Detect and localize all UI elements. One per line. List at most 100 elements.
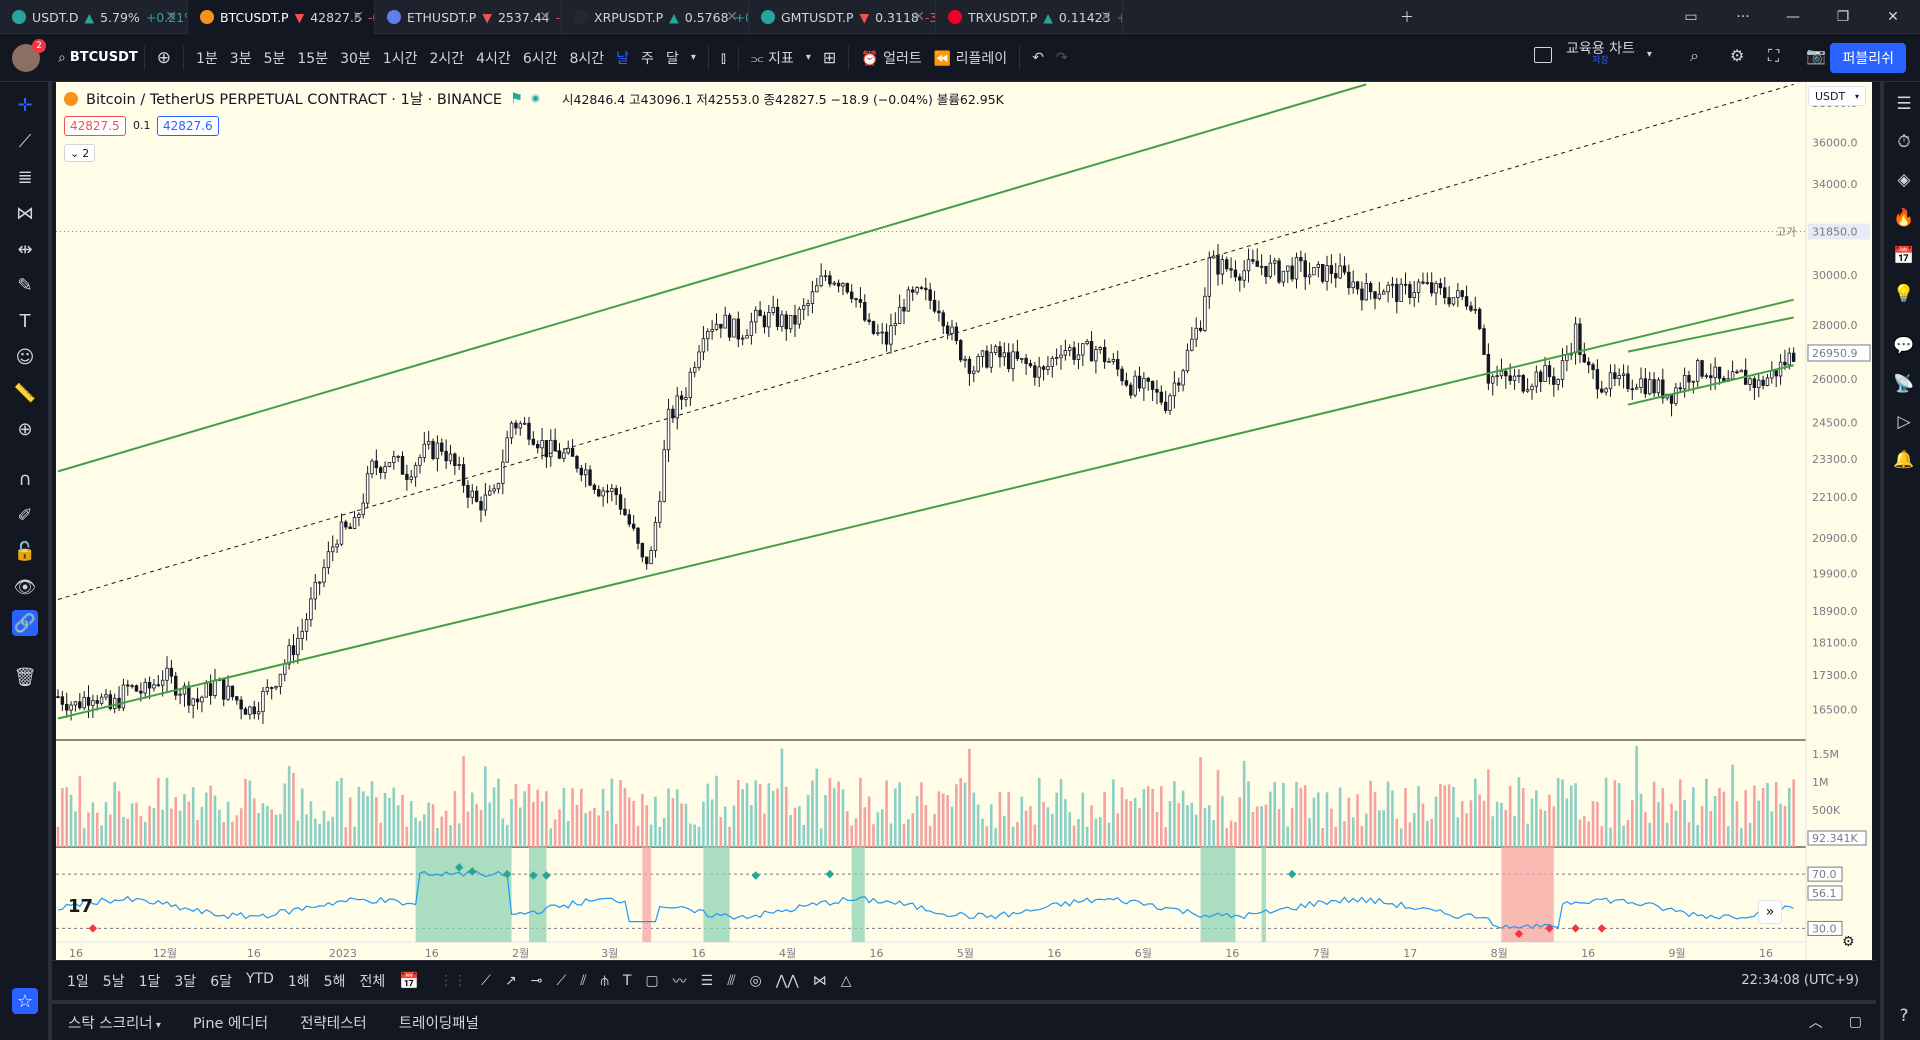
interval-11[interactable]: 주 [641, 50, 654, 67]
channel-lower-line[interactable] [57, 298, 1794, 720]
crosshair-icon[interactable]: ✛ [17, 94, 33, 116]
hotlist-fire-icon[interactable]: 🔥 [1893, 208, 1915, 228]
scroll-right-button[interactable]: » [1758, 900, 1782, 924]
templates-icon[interactable]: ⊞ [822, 48, 837, 67]
redo-icon[interactable]: ↷ [1055, 49, 1068, 66]
ideas-bulb-icon[interactable]: 💡 [1893, 284, 1915, 304]
prediction-icon[interactable]: ⇹ [17, 238, 33, 260]
undo-icon[interactable]: ↶ [1032, 49, 1044, 66]
interval-4[interactable]: 30분 [340, 50, 371, 67]
interval-6[interactable]: 2시간 [429, 50, 465, 67]
layout-selector[interactable]: 교육용 차트 저장 ▾ [1534, 41, 1652, 67]
calendar-icon[interactable]: 📅 [1893, 246, 1915, 266]
buy-price[interactable]: 42827.6 [157, 116, 219, 136]
interval-8[interactable]: 6시간 [522, 50, 558, 67]
close-icon[interactable]: ✕ [1100, 9, 1112, 25]
tab-xrpusdt-p[interactable]: XRPUSDT.P ▲ 0.5768 +0.3%✕ [562, 0, 749, 34]
fib-fan-icon[interactable]: ⫻ [727, 972, 736, 989]
trendline-icon[interactable]: ⟋ [18, 130, 32, 152]
close-icon[interactable]: ✕ [165, 9, 177, 25]
tab-btcusdt-p[interactable]: BTCUSDT.P ▼ 42827.5 -0.04%✕ [188, 0, 375, 34]
path-icon[interactable]: 〰 [672, 973, 687, 990]
publish-button[interactable]: 퍼블리쉬 [1830, 43, 1906, 73]
rectangle-icon[interactable]: ▢ [645, 972, 659, 989]
parallel-channel[interactable] [57, 83, 1794, 720]
replay-button[interactable]: ⏪ 리플레이 [928, 48, 1013, 68]
chart-settings-icon[interactable]: ⚙ [1842, 934, 1855, 950]
chat-icon[interactable]: 💬 [1893, 336, 1915, 356]
close-window-button[interactable]: ✕ [1887, 9, 1899, 25]
channel-mid-line[interactable] [57, 83, 1794, 600]
trash-icon[interactable]: 🗑 [13, 666, 37, 688]
camera-icon[interactable]: 📷 [1806, 46, 1826, 65]
currency-selector[interactable]: USDT ▾ [1808, 86, 1866, 106]
range-2[interactable]: 1달 [138, 973, 161, 990]
candle-type-icon[interactable]: ⫾ [720, 47, 726, 67]
tab-usdt-d[interactable]: USDT.D ▲ 5.79% +0.21%✕ [0, 0, 188, 34]
fib-retracement-icon[interactable]: ☰ [700, 972, 714, 989]
circle-icon[interactable]: ◎ [749, 972, 762, 989]
symbol-search[interactable]: ⌕ BTCUSDT [58, 50, 138, 66]
favorites-star-icon[interactable]: ☆ [12, 988, 38, 1014]
range-7[interactable]: 5해 [323, 973, 346, 990]
ruler-icon[interactable]: 📏 [13, 382, 37, 404]
elliott-wave-icon[interactable]: ⋀⋀ [775, 972, 799, 989]
quick-search-icon[interactable]: ⌕ [1690, 46, 1699, 65]
notifications-bell-icon[interactable]: 🔔 [1893, 450, 1915, 470]
interval-7[interactable]: 4시간 [476, 50, 511, 67]
tab-gmtusdt-p[interactable]: GMTUSDT.P ▼ 0.3118 -3.2%✕ [749, 0, 936, 34]
indicators-button[interactable]: ⫗ 지표 [745, 48, 800, 68]
avatar[interactable]: 2 [12, 38, 46, 72]
channel-upper-line[interactable] [57, 83, 1367, 473]
range-4[interactable]: 6달 [210, 973, 232, 990]
chevron-down-icon[interactable]: ▾ [690, 52, 696, 63]
range-5[interactable]: YTD [245, 970, 274, 987]
streams-icon[interactable]: 📡 [1893, 374, 1915, 394]
collapse-indicators-button[interactable]: ⌄ 2 [64, 144, 96, 162]
brush-icon[interactable]: ✎ [17, 274, 33, 296]
emoji-icon[interactable]: ☺ [15, 346, 35, 368]
extended-line-icon[interactable]: ⟋ [556, 972, 567, 989]
range-8[interactable]: 전체 [359, 973, 386, 990]
clock-timezone[interactable]: 22:34:08 (UTC+9) [1741, 973, 1859, 988]
triangle-icon[interactable]: △ [840, 972, 852, 989]
sync-drawings-icon[interactable]: 🔗 [12, 610, 38, 636]
lock-pencil-icon[interactable]: ✐ [17, 504, 33, 526]
eye-icon[interactable]: 👁 [13, 576, 37, 598]
close-icon[interactable]: ✕ [352, 9, 364, 25]
tab-trxusdt-p[interactable]: TRXUSDT.P ▲ 0.11423 +0.5% ✕ [936, 0, 1123, 34]
chevron-up-icon[interactable]: ︿ [1808, 1015, 1823, 1031]
interval-1[interactable]: 3분 [229, 50, 252, 67]
interval-9[interactable]: 8시간 [569, 50, 605, 67]
close-icon[interactable]: ✕ [913, 9, 925, 25]
close-icon[interactable]: ✕ [539, 9, 551, 25]
flag-icon[interactable]: ⚑ [510, 90, 524, 107]
parallel-channel-icon[interactable]: ⫽ [580, 972, 587, 989]
monitor-icon[interactable]: ▭ [1684, 9, 1698, 25]
sell-price[interactable]: 42827.5 [64, 116, 126, 136]
drag-handle-icon[interactable]: ⋮⋮ [439, 972, 468, 989]
channel-lower-line[interactable] [1627, 364, 1794, 406]
chart-area[interactable]: 38000.036000.034000.032000.030000.028000… [56, 82, 1872, 960]
settings-gear-icon[interactable]: ⚙ [1730, 46, 1745, 65]
play-icon[interactable]: ▷ [1897, 412, 1911, 432]
layers-icon[interactable]: ◈ [1897, 170, 1911, 190]
go-to-date-icon[interactable]: 📅 [399, 971, 420, 990]
pattern-icon[interactable]: ⋈ [16, 202, 34, 224]
new-tab-button[interactable]: ＋ [1400, 10, 1414, 26]
lock-icon[interactable]: 🔓 [13, 540, 37, 562]
zoom-icon[interactable]: ⊕ [17, 418, 33, 440]
tab-ethusdt-p[interactable]: ETHUSDT.P ▼ 2537.44 -1.2% ✕ [375, 0, 562, 34]
panel-tab-1[interactable]: Pine 에디터 [177, 1012, 284, 1033]
minimize-button[interactable]: — [1786, 9, 1800, 25]
more-icon[interactable]: ··· [1736, 9, 1750, 25]
range-6[interactable]: 1해 [287, 973, 310, 990]
range-1[interactable]: 5날 [102, 973, 125, 990]
interval-5[interactable]: 1시간 [382, 50, 418, 67]
horizontal-line-icon[interactable]: ⊸ [530, 972, 543, 989]
interval-10[interactable]: 날 [616, 50, 630, 67]
close-icon[interactable]: ✕ [726, 9, 738, 25]
interval-12[interactable]: 달 [665, 50, 679, 67]
help-icon[interactable]: ? [1899, 1006, 1909, 1026]
watchlist-icon[interactable]: ☰ [1896, 94, 1912, 114]
